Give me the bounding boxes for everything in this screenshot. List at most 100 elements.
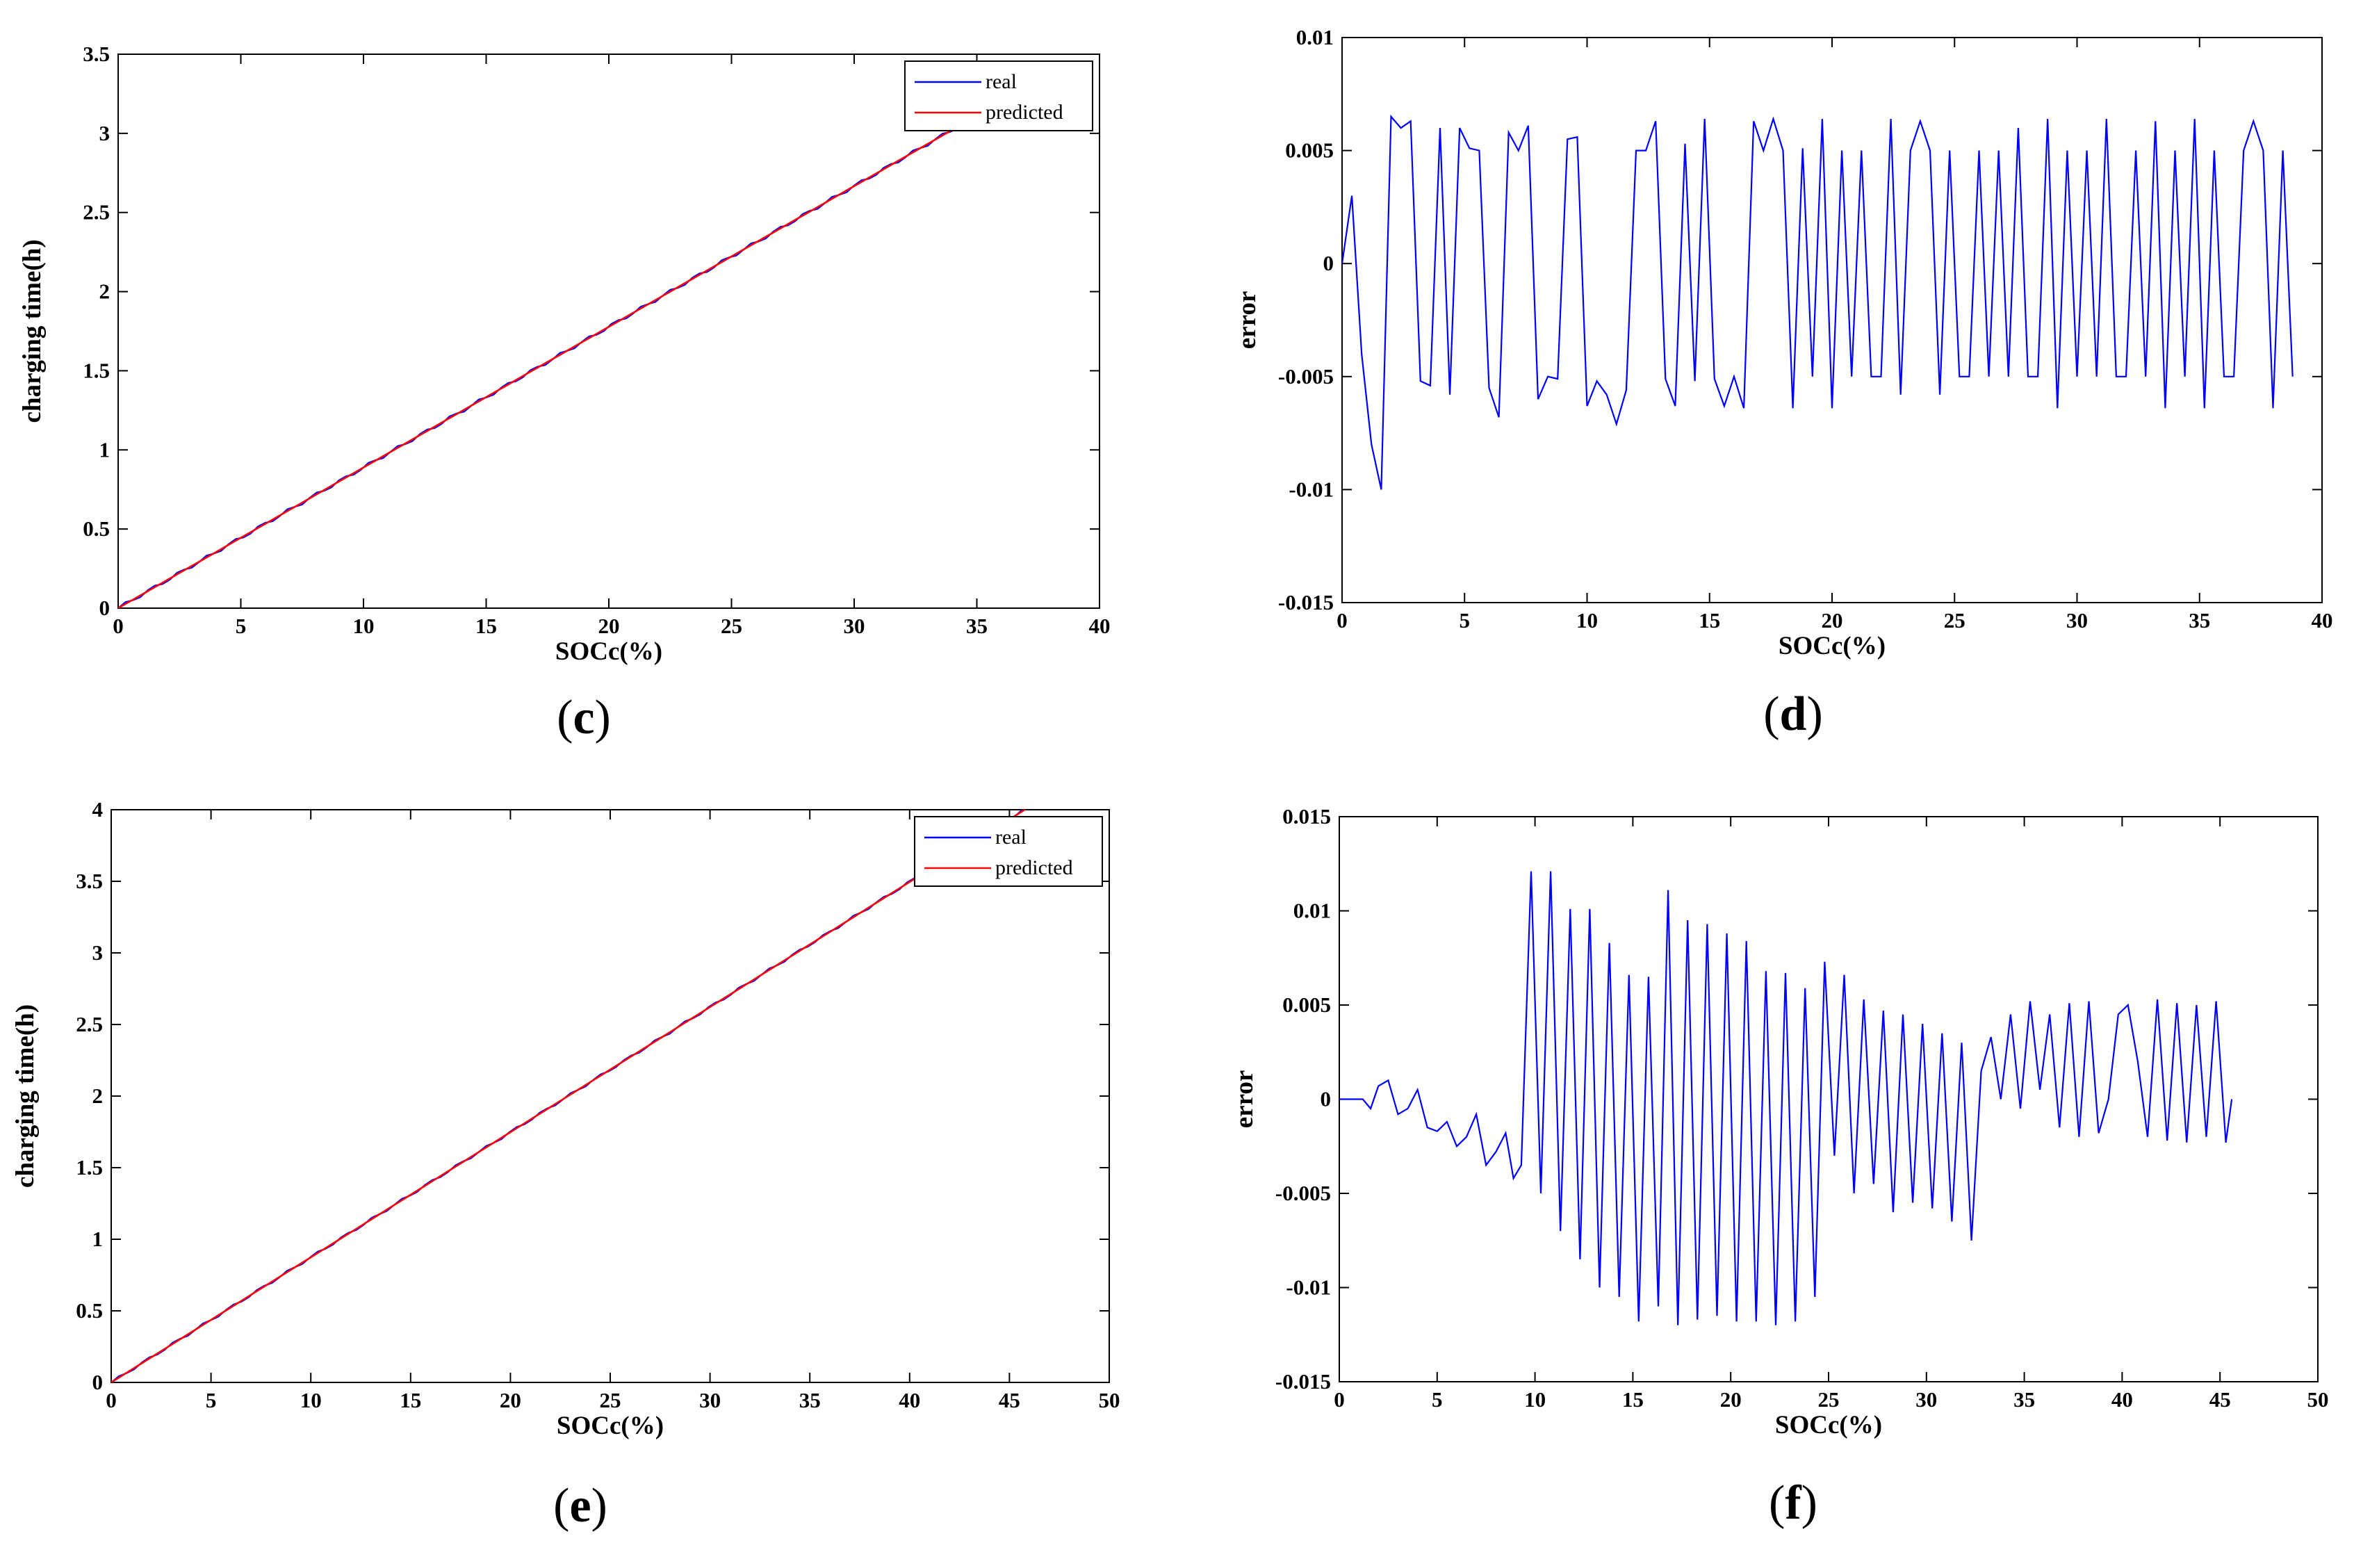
y-tick-label: 0 [1323, 251, 1334, 275]
y-tick-label: 3 [99, 121, 111, 145]
y-tick-label: 0.01 [1296, 25, 1334, 49]
x-tick-label: 45 [2209, 1387, 2231, 1412]
x-tick-label: 35 [2189, 608, 2210, 632]
x-tick-label: 0 [106, 1388, 117, 1412]
legend-box [914, 816, 1103, 887]
x-tick-label: 40 [2312, 608, 2333, 632]
x-tick-label: 0 [1334, 1387, 1345, 1412]
x-tick-label: 30 [844, 614, 865, 638]
x-tick-label: 30 [1915, 1387, 1937, 1412]
x-tick-label: 20 [598, 614, 620, 638]
series-line-error [1342, 114, 2294, 490]
panel-label-e: (e) [553, 1479, 607, 1533]
y-tick-label: 0 [1321, 1087, 1332, 1111]
y-tick-label: 0 [92, 1370, 104, 1394]
y-tick-label: 1.5 [76, 1155, 103, 1179]
x-tick-label: 5 [1432, 1387, 1443, 1412]
x-tick-label: 0 [113, 614, 124, 638]
y-tick-label: -0.005 [1278, 364, 1334, 389]
x-tick-label: 10 [1576, 608, 1598, 632]
y-axis-label: charging time(h) [18, 239, 47, 423]
y-tick-label: 4 [92, 797, 104, 822]
panel-label-d: (d) [1763, 687, 1823, 741]
legend: real predicted [904, 60, 1093, 131]
plot-area-f [1339, 816, 2319, 1382]
y-axis-label: charging time(h) [11, 1004, 40, 1188]
x-axis-label: SOCc(%) [555, 637, 662, 666]
chart-f: 0 5 10 15 20 25 30 35 40 45 50 -0.015 -0.01 -0.005 0 0.… [1230, 804, 2329, 1530]
x-tick-label: 30 [699, 1388, 721, 1412]
plot-area-e [111, 809, 1110, 1383]
x-tick-label: 15 [475, 614, 497, 638]
y-tick-label: 1 [92, 1227, 104, 1251]
y-tick-label: 0.5 [76, 1298, 103, 1323]
legend: real predicted [914, 816, 1103, 887]
y-tick-label: 0.5 [83, 516, 110, 541]
x-tick-label: 25 [721, 614, 742, 638]
x-tick-label: 10 [353, 614, 375, 638]
y-tick-label: -0.005 [1275, 1181, 1331, 1205]
x-tick-label: 40 [2111, 1387, 2133, 1412]
y-tick-label: -0.015 [1278, 590, 1334, 614]
x-tick-label: 30 [2066, 608, 2088, 632]
x-tick-label: 5 [236, 614, 247, 638]
y-tick-label: 3.5 [83, 42, 110, 66]
y-tick-label: 2 [99, 279, 111, 304]
panel-label-f: (f) [1769, 1476, 1817, 1530]
x-tick-label: 0 [1337, 608, 1348, 632]
x-axis-label: SOCc(%) [1775, 1411, 1882, 1439]
legend-box [904, 60, 1093, 131]
x-tick-label: 50 [1099, 1388, 1120, 1412]
x-tick-label: 15 [1699, 608, 1720, 632]
x-tick-label: 25 [1944, 608, 1965, 632]
series-line-error [1339, 871, 2233, 1325]
y-tick-label: 3 [92, 940, 104, 965]
x-tick-label: 50 [2307, 1387, 2329, 1412]
legend-label-real: real [986, 70, 1017, 93]
y-tick-label: 0.005 [1285, 138, 1334, 163]
y-tick-label: 0 [99, 596, 111, 620]
chart-e: 0 5 10 15 20 25 30 35 40 45 50 0 0.5 1 1.5 2 2.5 3 3.5 4 SOC… [11, 797, 1120, 1533]
x-tick-label: 15 [400, 1388, 421, 1412]
legend-label-predicted: predicted [986, 101, 1063, 124]
y-tick-label: 2.5 [83, 200, 110, 224]
y-axis-label: error [1230, 1070, 1259, 1129]
y-tick-label: 2.5 [76, 1012, 103, 1036]
x-tick-label: 10 [1524, 1387, 1546, 1412]
plot-area-c [117, 54, 1100, 609]
y-tick-label: -0.01 [1289, 477, 1334, 501]
x-tick-label: 20 [1822, 608, 1843, 632]
y-tick-label: 2 [92, 1084, 104, 1108]
x-tick-label: 20 [1720, 1387, 1742, 1412]
x-tick-label: 35 [799, 1388, 821, 1412]
y-tick-label: 1.5 [83, 358, 110, 382]
x-tick-label: 5 [1460, 608, 1471, 632]
x-tick-label: 40 [899, 1388, 920, 1412]
chart-c: 0 5 10 15 20 25 30 35 40 0 0.5 1 1.5 2 2.5 3 3.5 SOCc(%) c… [18, 42, 1111, 744]
x-tick-label: 45 [999, 1388, 1020, 1412]
legend-label-predicted: predicted [995, 856, 1073, 879]
x-tick-label: 25 [600, 1388, 621, 1412]
x-axis-label: SOCc(%) [1779, 632, 1886, 660]
y-tick-label: -0.01 [1286, 1275, 1331, 1300]
x-axis-label: SOCc(%) [557, 1412, 664, 1440]
y-tick-label: 1 [99, 437, 111, 462]
y-tick-label: 0.005 [1282, 993, 1331, 1017]
y-tick-label: 0.015 [1282, 804, 1331, 828]
series-line-predicted [111, 810, 1027, 1382]
legend-label-real: real [995, 826, 1027, 849]
plot-area-d [1341, 37, 2323, 603]
chart-d: 0 5 10 15 20 25 30 35 40 -0.015 -0.01 -0.005 0 0.005 0… [1233, 25, 2333, 741]
y-tick-label: 3.5 [76, 869, 103, 893]
x-tick-label: 35 [2013, 1387, 2035, 1412]
panel-label-c: (c) [557, 691, 611, 744]
y-tick-label: -0.015 [1275, 1369, 1331, 1394]
series-line-predicted [118, 101, 1002, 608]
y-tick-label: 0.01 [1293, 899, 1331, 923]
x-tick-label: 35 [966, 614, 988, 638]
x-tick-label: 5 [206, 1388, 217, 1412]
x-tick-label: 10 [300, 1388, 322, 1412]
y-axis-label: error [1233, 291, 1261, 350]
x-tick-label: 40 [1089, 614, 1111, 638]
